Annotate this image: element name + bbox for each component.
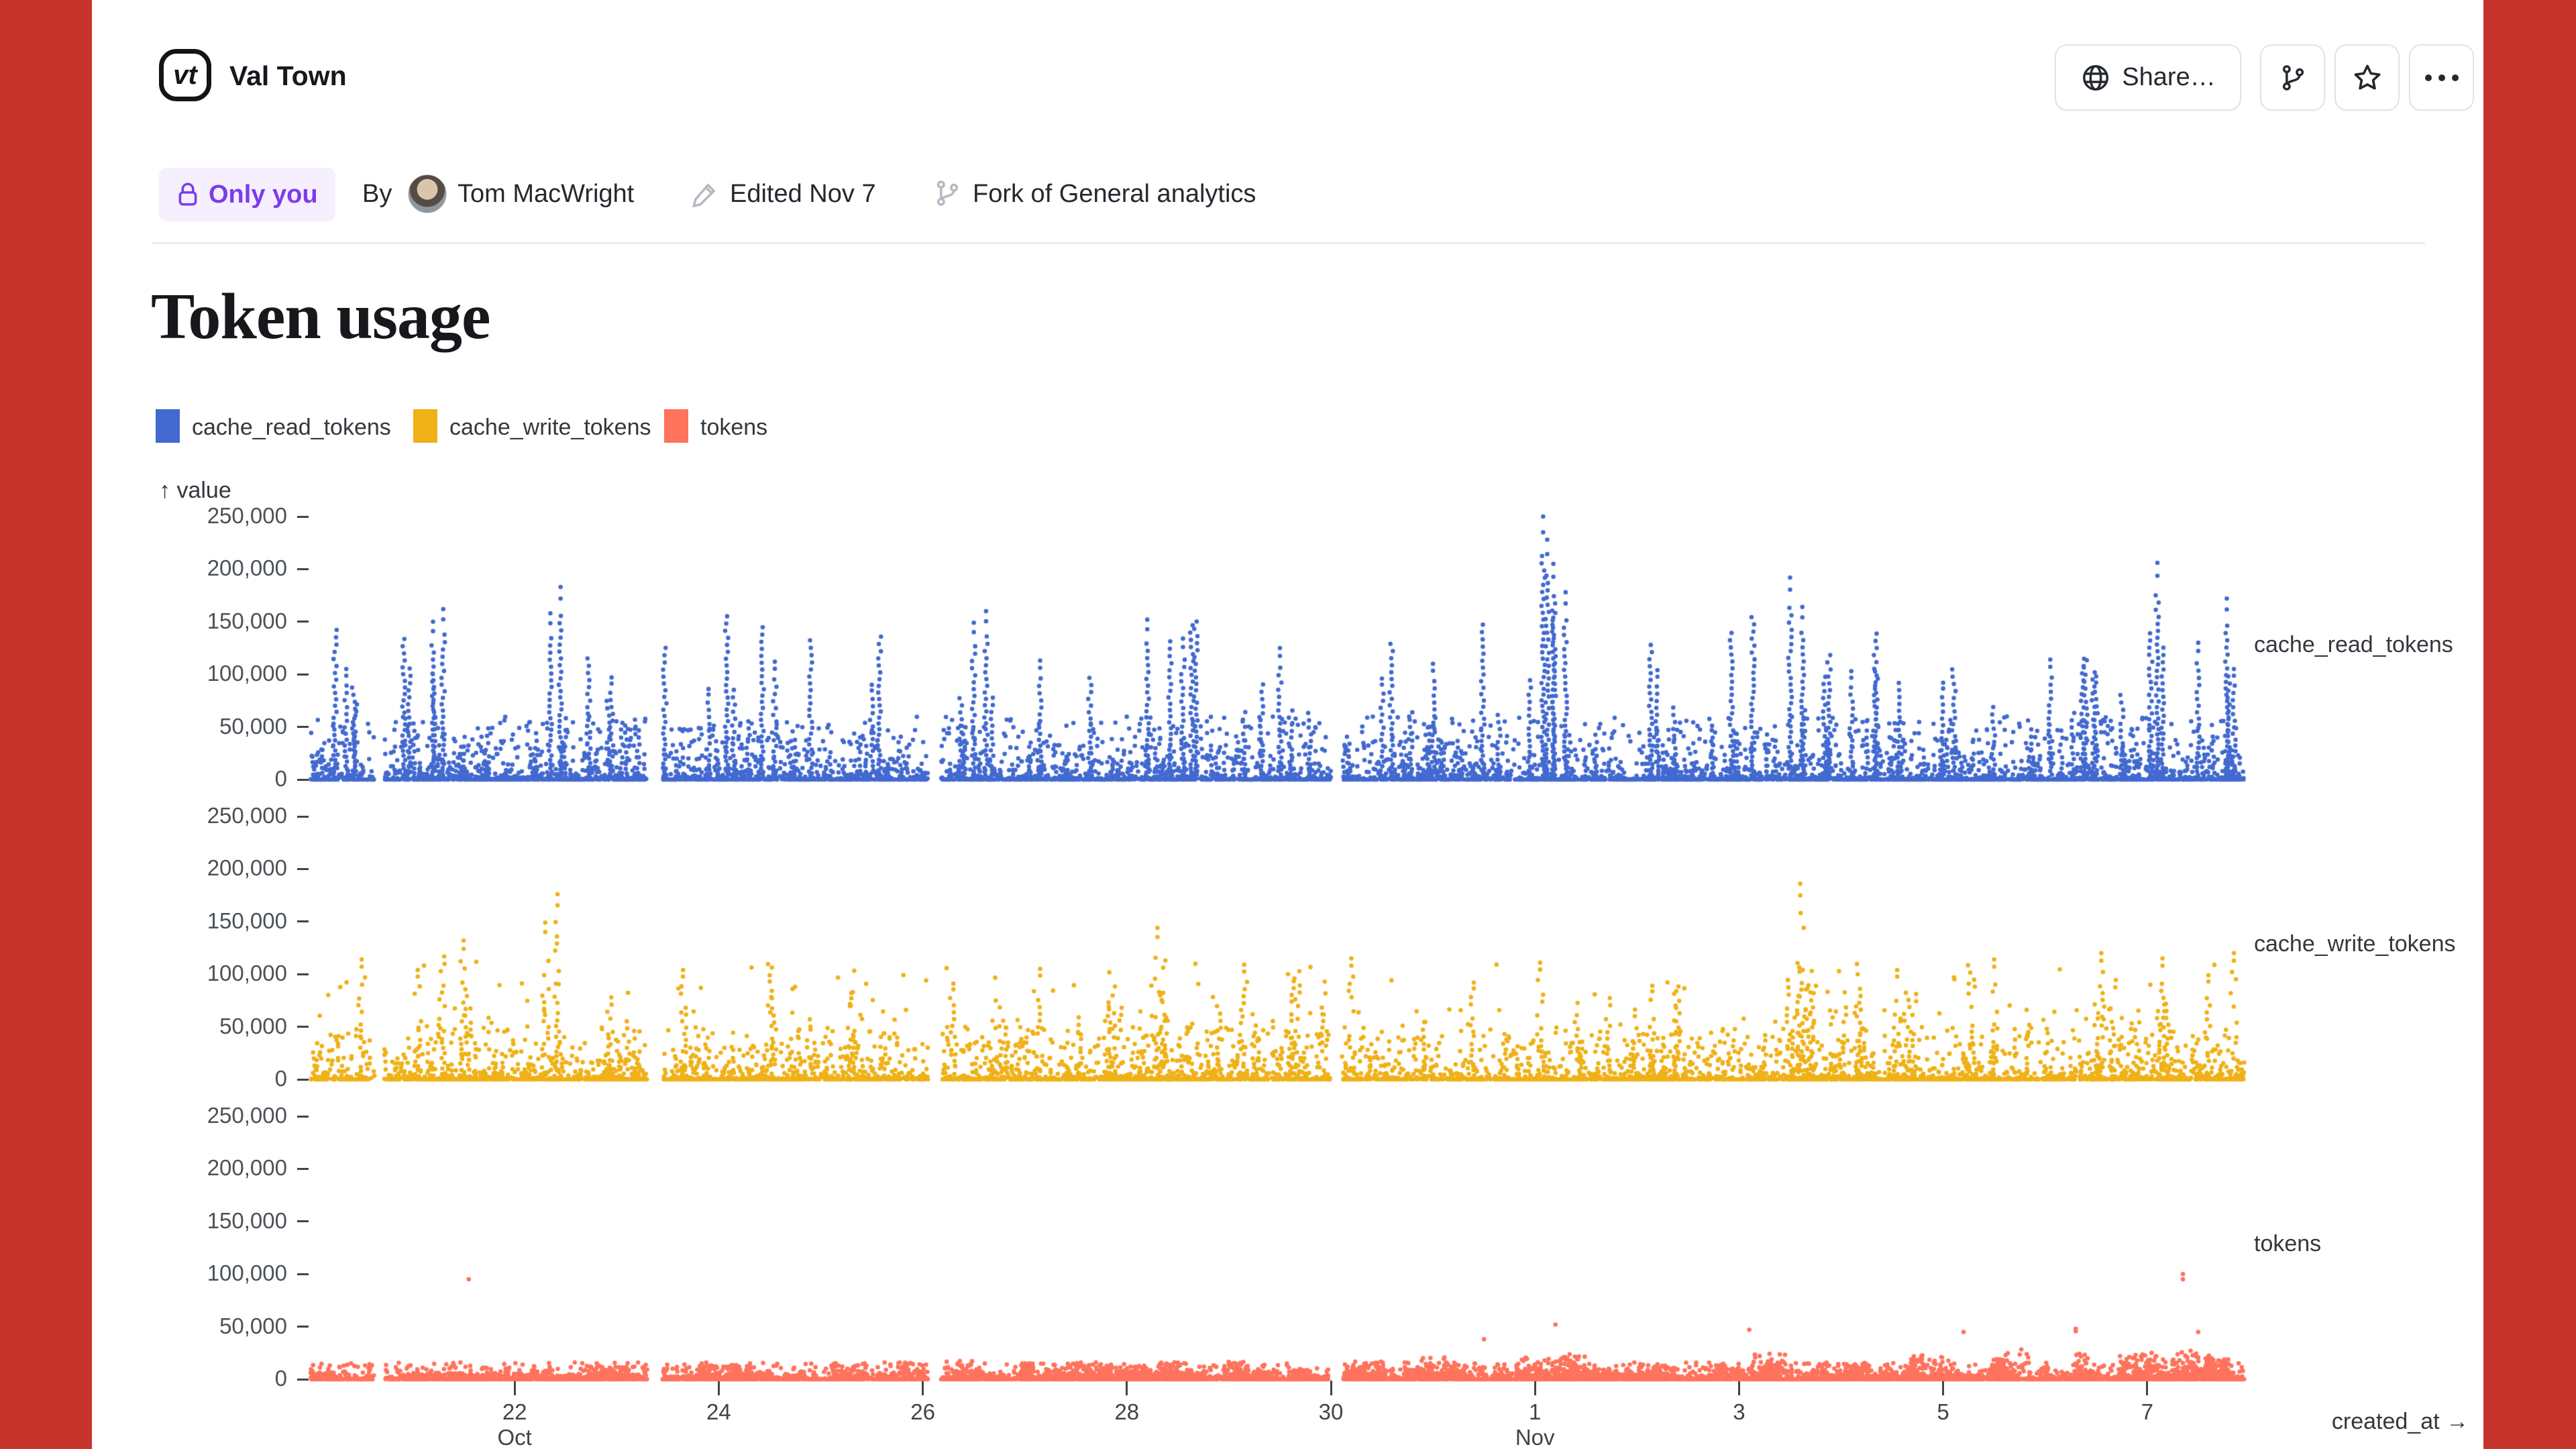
facet-label-cache-read: cache_read_tokens — [2254, 632, 2453, 657]
y-tick-label: 250,000 — [207, 1103, 287, 1128]
legend-label: cache_read_tokens — [192, 415, 391, 440]
y-tick-mark — [297, 1326, 309, 1328]
y-tick-label: 100,000 — [207, 661, 287, 686]
y-tick-mark — [297, 815, 309, 818]
y-tick-label: 50,000 — [219, 713, 287, 739]
author-name[interactable]: Tom MacWright — [458, 180, 635, 208]
git-branch-icon — [2282, 64, 2304, 91]
x-tick-label: 22 — [502, 1399, 527, 1424]
y-tick-mark — [297, 1378, 309, 1381]
visibility-label: Only you — [209, 180, 318, 209]
visibility-badge[interactable]: Only you — [159, 168, 335, 221]
y-tick-label: 0 — [274, 1066, 287, 1091]
legend-swatch-tokens — [664, 409, 688, 443]
y-tick-mark — [297, 1273, 309, 1275]
y-tick-label: 250,000 — [207, 503, 287, 528]
y-tick-label: 50,000 — [219, 1313, 287, 1338]
legend-item-cache-write: cache_write_tokens — [413, 409, 651, 443]
legend-label: cache_write_tokens — [449, 415, 651, 440]
y-tick-mark — [297, 867, 309, 870]
x-tick-label: 26 — [910, 1399, 935, 1424]
y-tick-mark — [297, 515, 309, 518]
more-button[interactable] — [2409, 44, 2474, 111]
page-title: Token usage — [151, 280, 491, 353]
header-divider — [152, 242, 2425, 244]
x-tick-label: 24 — [706, 1399, 731, 1424]
facet-label-cache-write: cache_write_tokens — [2254, 931, 2456, 957]
by-label: By — [362, 180, 392, 208]
y-axis-title: ↑ value — [159, 478, 231, 503]
y-tick-label: 250,000 — [207, 803, 287, 828]
y-tick-mark — [297, 673, 309, 676]
y-tick-label: 50,000 — [219, 1013, 287, 1038]
legend-label: tokens — [700, 415, 768, 440]
app-name: Val Town — [229, 60, 347, 91]
x-tick-label: 30 — [1318, 1399, 1344, 1424]
fork-of-icon — [936, 180, 959, 206]
share-button[interactable]: Share… — [2055, 44, 2241, 111]
y-tick-mark — [297, 1026, 309, 1028]
logo-text: vt — [173, 60, 197, 90]
y-tick-mark — [297, 778, 309, 781]
y-tick-mark — [297, 568, 309, 570]
y-tick-label: 100,000 — [207, 961, 287, 986]
y-tick-mark — [297, 726, 309, 729]
x-tick-label: 5 — [1937, 1399, 1949, 1424]
legend-swatch-cache-read — [156, 409, 180, 443]
y-tick-mark — [297, 1115, 309, 1118]
x-tick-sublabel: Oct — [497, 1425, 532, 1449]
x-tick-label: 3 — [1733, 1399, 1746, 1424]
x-tick-label: 7 — [2141, 1399, 2153, 1424]
y-tick-label: 150,000 — [207, 608, 287, 633]
y-tick-mark — [297, 920, 309, 923]
x-tick-sublabel: Nov — [1515, 1425, 1555, 1449]
ellipsis-icon — [2424, 74, 2459, 81]
y-tick-label: 200,000 — [207, 855, 287, 881]
token-usage-scatter-chart — [309, 496, 2247, 1389]
x-tick-label: 1 — [1529, 1399, 1542, 1424]
y-tick-mark — [297, 973, 309, 975]
y-tick-mark — [297, 1078, 309, 1081]
y-tick-label: 150,000 — [207, 1208, 287, 1233]
y-tick-label: 0 — [274, 766, 287, 791]
legend-item-cache-read: cache_read_tokens — [156, 409, 391, 443]
x-tick-label: 28 — [1114, 1399, 1140, 1424]
x-axis-title: created_at → — [2331, 1409, 2469, 1434]
y-tick-mark — [297, 621, 309, 623]
author-avatar — [408, 174, 447, 213]
y-tick-label: 200,000 — [207, 555, 287, 581]
lock-icon — [178, 182, 197, 206]
pencil-icon — [692, 183, 716, 208]
share-label: Share… — [2122, 63, 2216, 91]
y-tick-label: 100,000 — [207, 1260, 287, 1286]
legend-item-tokens: tokens — [664, 409, 767, 443]
y-tick-mark — [297, 1167, 309, 1170]
fork-button[interactable] — [2260, 44, 2325, 111]
facet-label-tokens: tokens — [2254, 1231, 2322, 1256]
y-tick-label: 200,000 — [207, 1155, 287, 1181]
star-button[interactable] — [2334, 44, 2400, 111]
y-tick-label: 0 — [274, 1366, 287, 1391]
y-tick-mark — [297, 1220, 309, 1223]
fork-of-link[interactable]: Fork of General analytics — [973, 180, 1256, 208]
globe-icon — [2083, 64, 2109, 91]
y-tick-label: 150,000 — [207, 908, 287, 933]
val-town-logo[interactable]: vt — [159, 49, 211, 101]
legend-swatch-cache-write — [413, 409, 437, 443]
star-icon — [2354, 64, 2380, 90]
edited-label: Edited Nov 7 — [730, 180, 876, 208]
